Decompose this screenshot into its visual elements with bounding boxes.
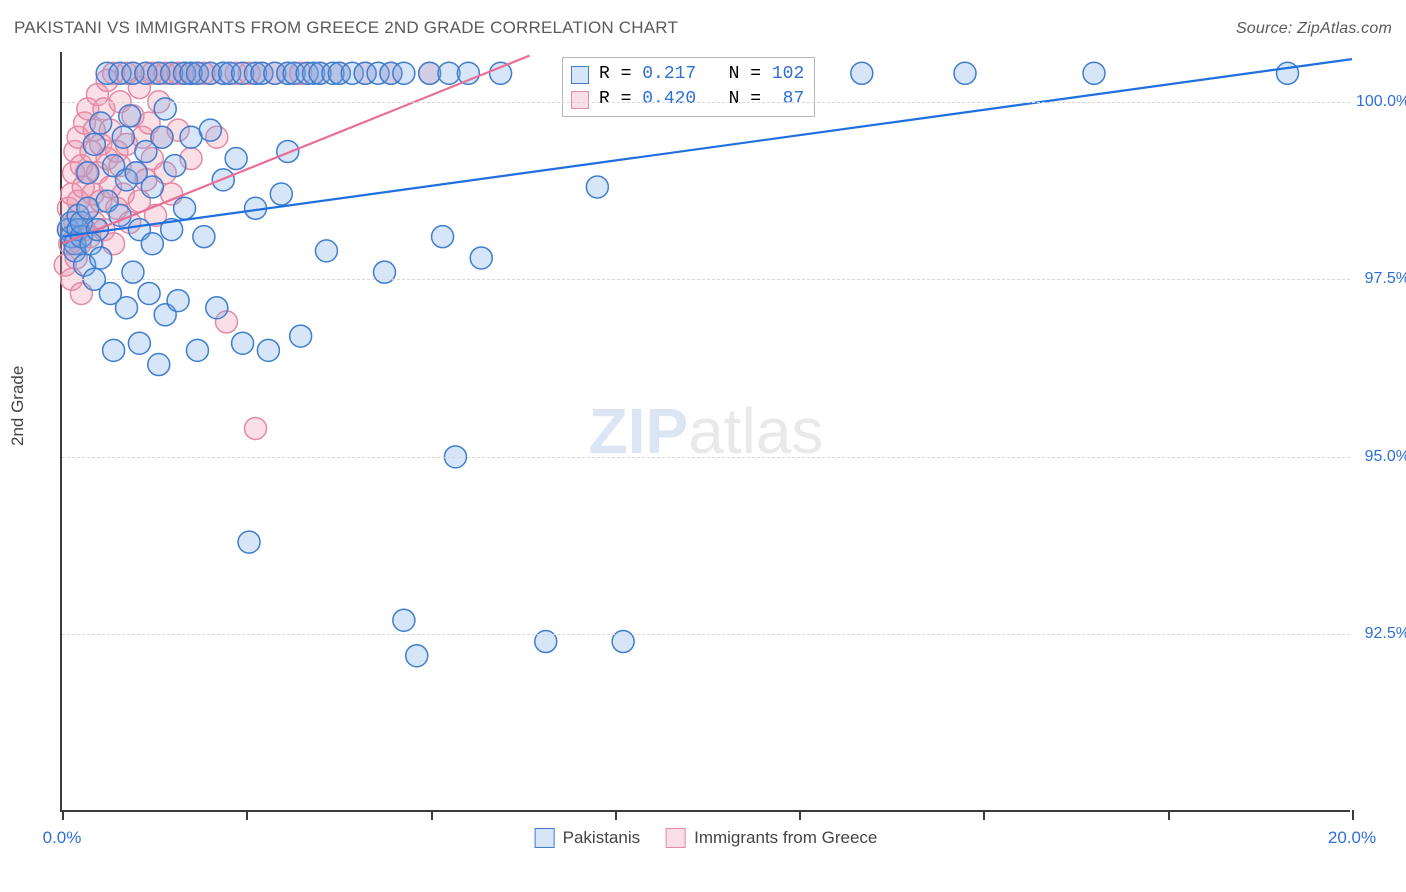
legend-label-pink: Immigrants from Greece: [694, 828, 877, 848]
x-tick: [983, 810, 985, 820]
data-point: [432, 226, 454, 248]
data-point: [83, 133, 105, 155]
data-point: [277, 140, 299, 162]
chart-svg: [62, 52, 1350, 810]
data-point: [470, 247, 492, 269]
data-point: [406, 645, 428, 667]
plot-area: ZIPatlas R = 0.217 N = 102R = 0.420 N = …: [60, 52, 1350, 812]
y-tick-label: 100.0%: [1356, 93, 1406, 111]
data-point: [141, 176, 163, 198]
legend-label-blue: Pakistanis: [563, 828, 640, 848]
x-tick: [431, 810, 433, 820]
gridline: [62, 279, 1350, 280]
data-point: [245, 417, 267, 439]
data-point: [199, 119, 221, 141]
legend-bottom: Pakistanis Immigrants from Greece: [535, 828, 878, 848]
x-tick: [615, 810, 617, 820]
gridline: [62, 457, 1350, 458]
legend-item-blue: Pakistanis: [535, 828, 640, 848]
legend-item-pink: Immigrants from Greece: [666, 828, 877, 848]
data-point: [116, 297, 138, 319]
data-point: [954, 62, 976, 84]
stats-row: R = 0.217 N = 102: [571, 62, 804, 87]
stats-text: R = 0.420 N = 87: [599, 87, 804, 112]
data-point: [90, 247, 112, 269]
y-tick-label: 97.5%: [1356, 270, 1406, 288]
data-point: [164, 155, 186, 177]
x-tick-label: 20.0%: [1328, 828, 1376, 848]
data-point: [270, 183, 292, 205]
data-point: [393, 609, 415, 631]
legend-swatch-pink: [666, 828, 686, 848]
x-tick: [1352, 810, 1354, 820]
data-point: [393, 62, 415, 84]
data-point: [1277, 62, 1299, 84]
gridline: [62, 102, 1350, 103]
data-point: [186, 339, 208, 361]
y-tick-label: 92.5%: [1356, 625, 1406, 643]
data-point: [148, 354, 170, 376]
data-point: [232, 332, 254, 354]
data-point: [193, 226, 215, 248]
data-point: [290, 325, 312, 347]
data-point: [1083, 62, 1105, 84]
data-point: [112, 126, 134, 148]
data-point: [151, 126, 173, 148]
stats-row: R = 0.420 N = 87: [571, 87, 804, 112]
data-point: [141, 233, 163, 255]
title-bar: PAKISTANI VS IMMIGRANTS FROM GREECE 2ND …: [14, 18, 1392, 38]
chart-title: PAKISTANI VS IMMIGRANTS FROM GREECE 2ND …: [14, 18, 678, 38]
x-tick: [246, 810, 248, 820]
source-label: Source: ZipAtlas.com: [1236, 20, 1392, 38]
stats-swatch: [571, 66, 589, 84]
x-tick: [62, 810, 64, 820]
data-point: [128, 332, 150, 354]
stats-text: R = 0.217 N = 102: [599, 62, 804, 87]
data-point: [119, 105, 141, 127]
legend-swatch-blue: [535, 828, 555, 848]
data-point: [174, 197, 196, 219]
data-point: [238, 531, 260, 553]
data-point: [206, 297, 228, 319]
data-point: [103, 339, 125, 361]
data-point: [90, 112, 112, 134]
data-point: [77, 162, 99, 184]
data-point: [490, 62, 512, 84]
x-tick: [799, 810, 801, 820]
y-axis-label: 2nd Grade: [8, 366, 28, 446]
stats-swatch: [571, 91, 589, 109]
y-tick-label: 95.0%: [1356, 448, 1406, 466]
x-tick: [1168, 810, 1170, 820]
data-point: [851, 62, 873, 84]
data-point: [167, 290, 189, 312]
data-point: [225, 148, 247, 170]
gridline: [62, 634, 1350, 635]
data-point: [315, 240, 337, 262]
x-tick-label: 0.0%: [43, 828, 82, 848]
data-point: [586, 176, 608, 198]
data-point: [138, 282, 160, 304]
data-point: [257, 339, 279, 361]
stats-box: R = 0.217 N = 102R = 0.420 N = 87: [562, 57, 815, 117]
